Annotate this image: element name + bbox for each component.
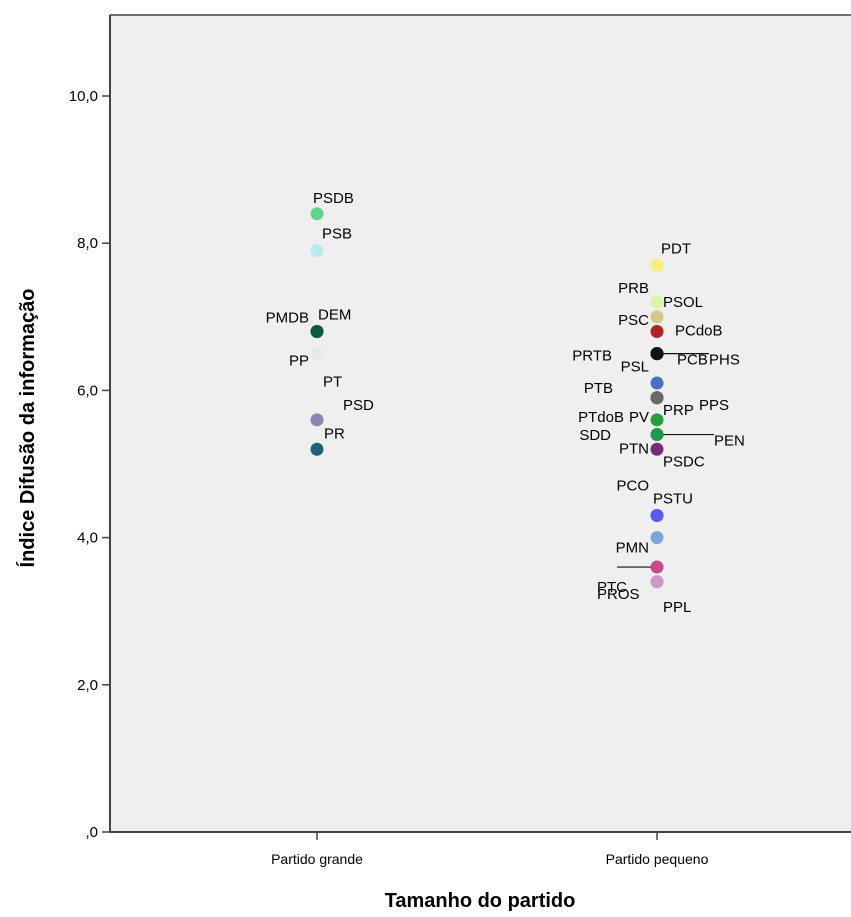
plot-background — [110, 15, 851, 832]
y-tick-label: 4,0 — [77, 530, 98, 547]
point-ptc — [650, 560, 664, 574]
point-label-ptdob: PTdoB — [578, 409, 624, 426]
y-ticks: ,0 2,0 4,0 6,0 8,0 10,0 — [69, 88, 110, 841]
point-pdt — [650, 258, 664, 272]
point-psdb — [310, 207, 324, 221]
point-label-pmn: PMN — [616, 540, 649, 557]
point-pen — [650, 428, 664, 442]
point-label-pen: PEN — [714, 433, 745, 450]
point-label-prtb: PRTB — [572, 348, 612, 365]
point-label-pcdob: PCdoB — [675, 323, 723, 340]
leader-lines — [617, 353, 714, 568]
point-psdc — [650, 442, 664, 456]
point-label-pt: PT — [323, 374, 342, 391]
point-label-pros: PROS — [597, 586, 640, 603]
y-tick-label: 6,0 — [77, 382, 98, 399]
point-pps — [650, 391, 664, 405]
point-label-psol: PSOL — [663, 294, 703, 311]
point-label-ptn: PTN — [619, 441, 649, 458]
y-tick-label: ,0 — [85, 824, 98, 841]
x-axis-title: Tamanho do partido — [385, 890, 576, 912]
point-pstu — [650, 509, 664, 523]
x-tick-label: Partido pequeno — [606, 851, 709, 867]
point-phs — [650, 347, 664, 361]
point-label-psc: PSC — [618, 312, 649, 329]
x-ticks: Partido grande Partido pequeno — [271, 832, 709, 867]
point-label-pv: PV — [629, 409, 649, 426]
point-label-sdd: SDD — [579, 427, 611, 444]
point-label-psb: PSB — [322, 226, 352, 243]
point-label-ptb: PTB — [584, 380, 613, 397]
data-points — [310, 207, 664, 589]
y-tick-label: 2,0 — [77, 677, 98, 694]
point-label-dem: DEM — [318, 307, 351, 324]
point-psd — [310, 413, 324, 427]
x-tick-label: Partido grande — [271, 851, 363, 867]
point-label-psd: PSD — [343, 397, 374, 414]
point-label-phs: PHS — [709, 352, 740, 369]
point-sdd — [650, 413, 664, 427]
point-label-pdt: PDT — [661, 240, 691, 257]
point-psb — [310, 244, 324, 258]
point-pt — [310, 347, 324, 361]
point-pcdob — [650, 325, 664, 339]
point-label-pco: PCO — [616, 478, 649, 495]
point-label-psdc: PSDC — [663, 453, 705, 470]
point-ptb — [650, 376, 664, 390]
y-tick-label: 10,0 — [69, 88, 98, 105]
point-label-pr: PR — [324, 425, 345, 442]
point-pmn — [650, 531, 664, 545]
point-label-pp: PP — [289, 353, 309, 370]
point-label-pcb: PCB — [677, 352, 708, 369]
point-label-pstu: PSTU — [653, 491, 693, 508]
point-label-psl: PSL — [621, 359, 649, 376]
point-label-pmdb: PMDB — [266, 310, 309, 327]
point-ppl — [650, 575, 664, 589]
point-label-pps: PPS — [699, 397, 729, 414]
point-label-ppl: PPL — [663, 599, 691, 616]
point-psc — [650, 310, 664, 324]
point-pmdb — [310, 325, 324, 339]
y-axis-title: Índice Difusão da informação — [16, 289, 39, 568]
point-psol — [650, 295, 664, 309]
point-label-psdb: PSDB — [313, 190, 354, 207]
point-label-prp: PRP — [663, 402, 694, 419]
y-tick-label: 8,0 — [77, 235, 98, 252]
point-label-prb: PRB — [618, 280, 649, 297]
point-label-ptc: PTC — [597, 579, 627, 596]
point-pr — [310, 442, 324, 456]
